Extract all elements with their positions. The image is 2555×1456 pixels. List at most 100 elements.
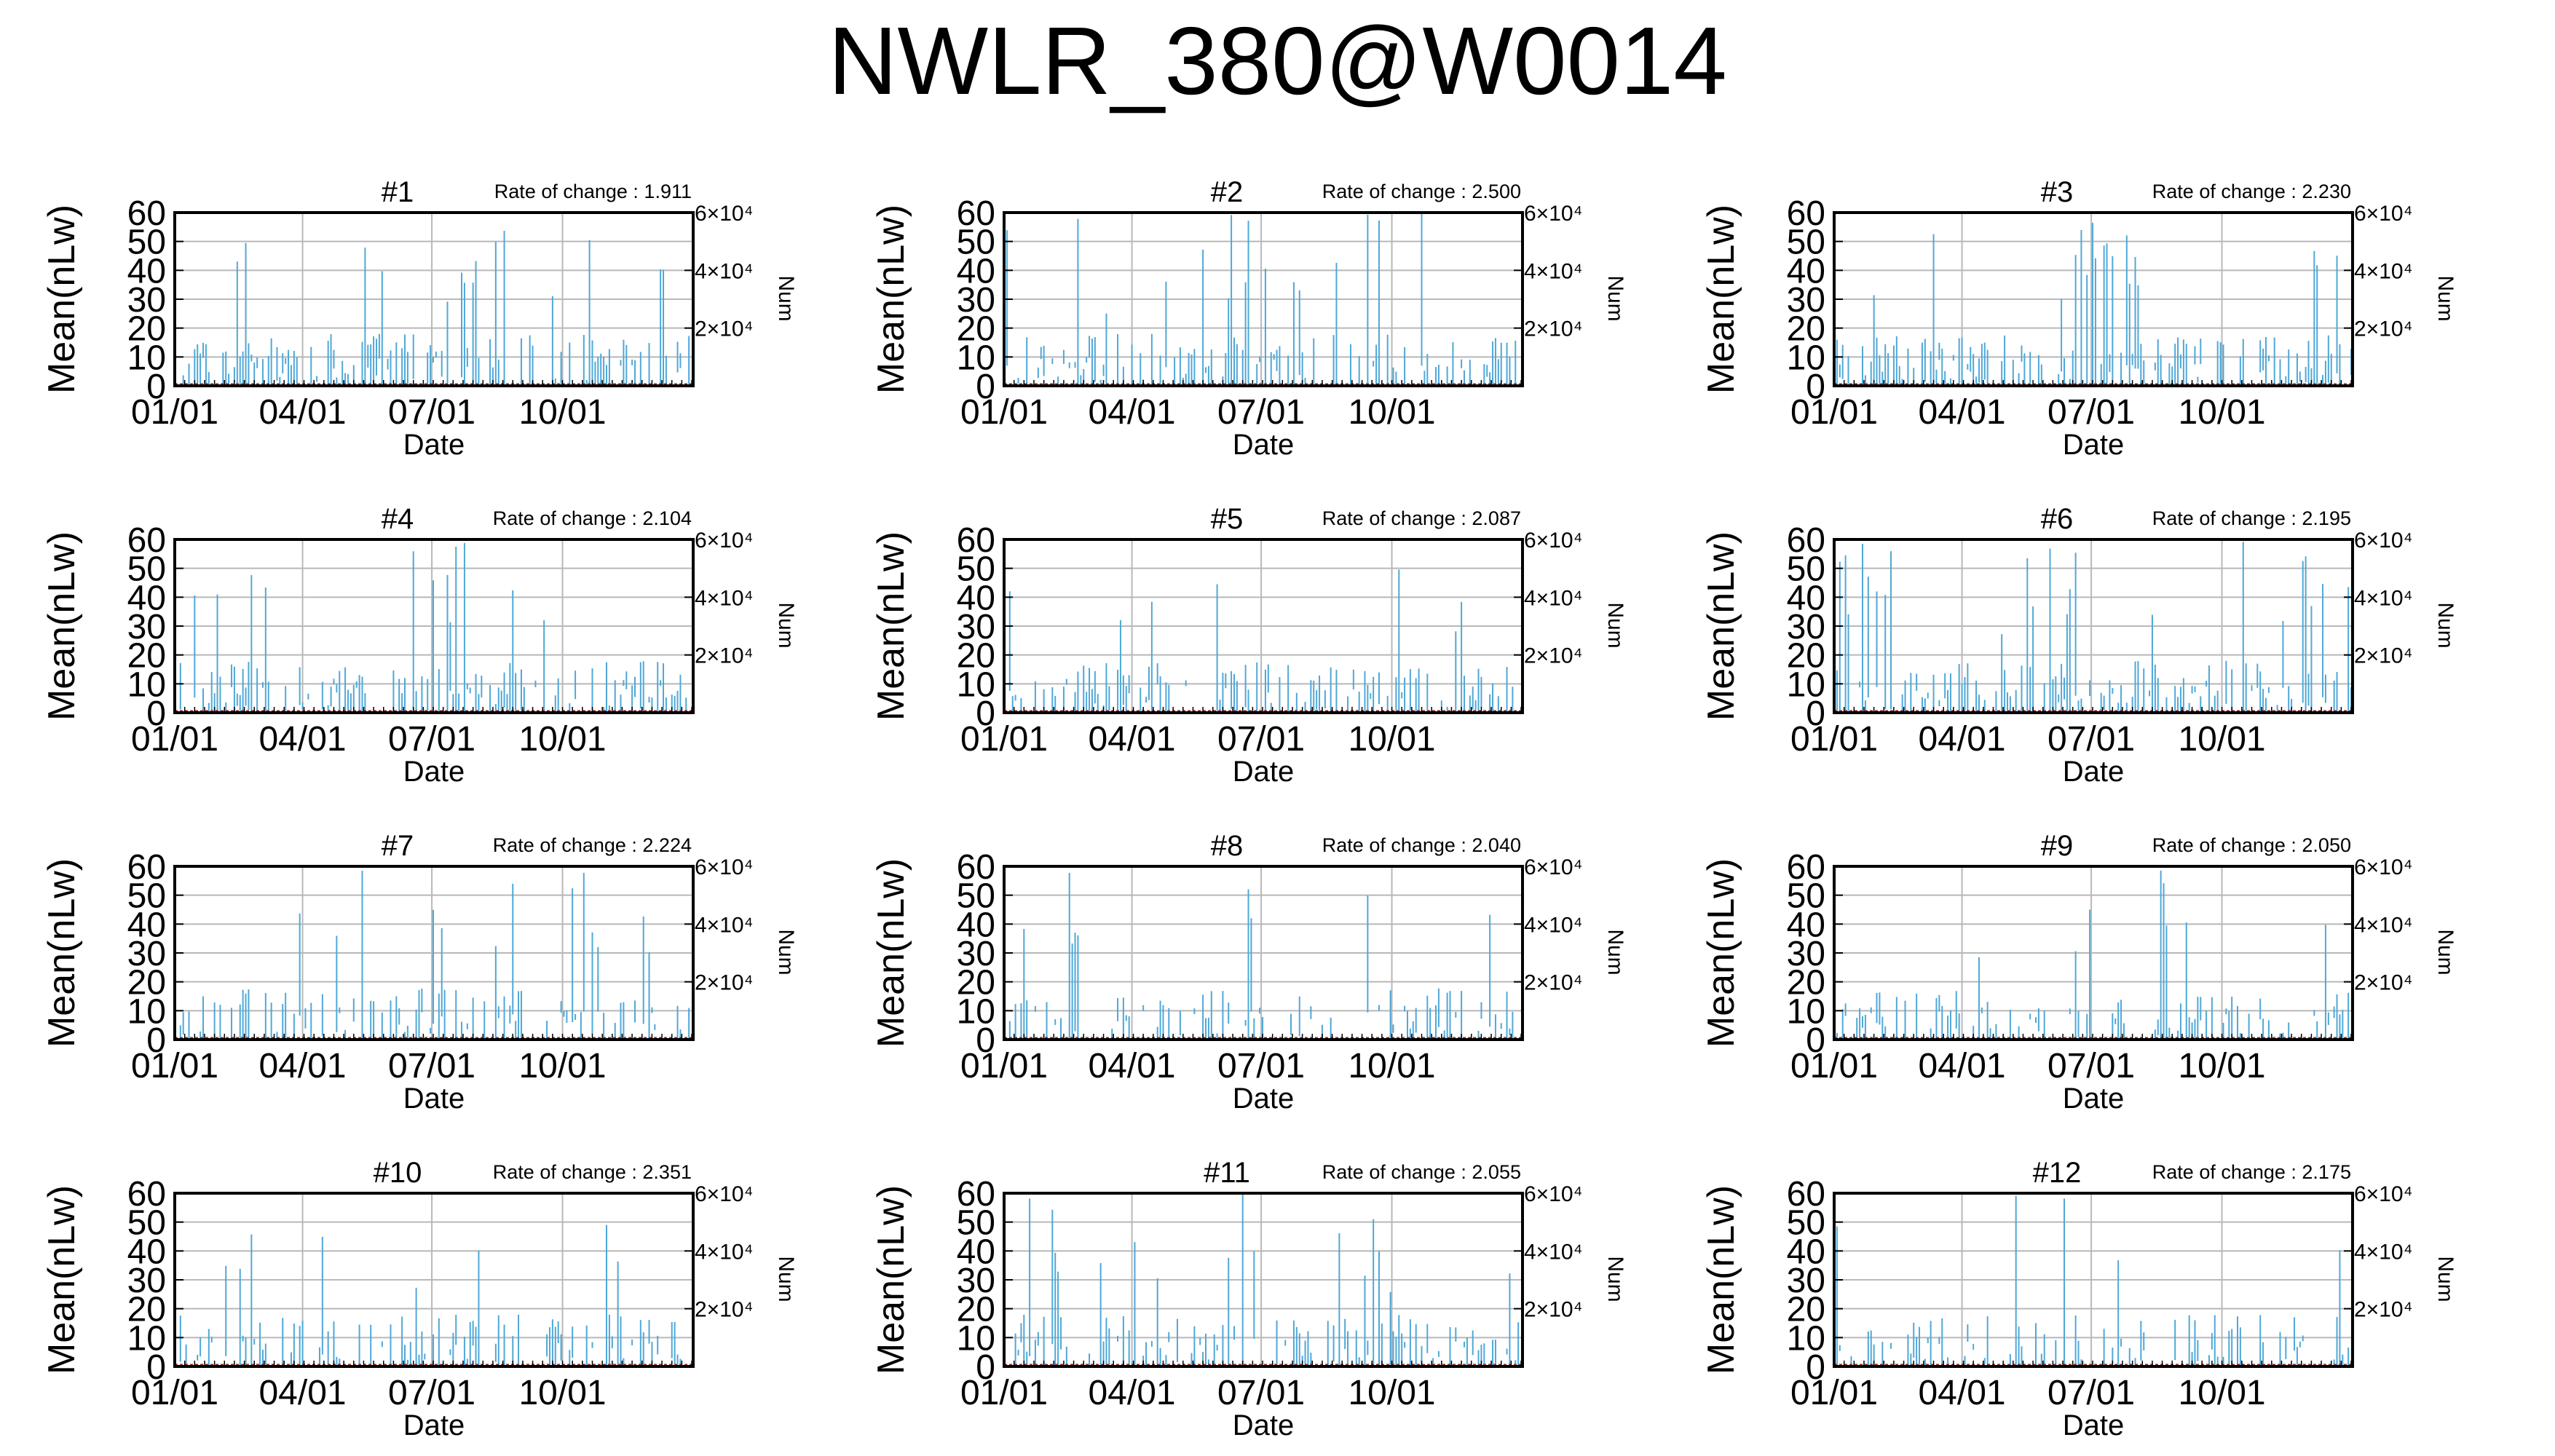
x-tick-label: 04/01 xyxy=(1918,1374,2005,1412)
panel-title: #7 xyxy=(382,830,414,862)
rate-of-change-label: Rate of change : 2.351 xyxy=(493,1161,692,1183)
y-tick-label: 10 xyxy=(1787,1319,1825,1358)
y-tick-label: 20 xyxy=(957,964,995,1002)
y-axis-label: Mean(nLw) xyxy=(41,531,83,721)
x-tick-label: 04/01 xyxy=(1088,1374,1175,1412)
y-tick-label: 0 xyxy=(1806,368,1825,406)
y-axis-label: Mean(nLw) xyxy=(870,205,912,394)
bar-series xyxy=(1003,213,1517,386)
page-title: NWLR_380@W0014 xyxy=(828,7,1727,114)
y-tick-label: 50 xyxy=(1787,877,1825,916)
bar-series xyxy=(174,870,690,1040)
y-axis-label: Mean(nLw) xyxy=(1700,531,1742,721)
y-tick-label: 10 xyxy=(957,339,995,377)
x-tick-label: 10/01 xyxy=(518,393,606,432)
y2-axis-label: Num xyxy=(774,275,798,321)
x-tick-label: 04/01 xyxy=(258,720,346,759)
y-axis-label: Mean(nLw) xyxy=(870,858,912,1048)
x-tick-label: 04/01 xyxy=(1088,720,1175,759)
x-tick-label: 07/01 xyxy=(2047,1047,2135,1085)
y-tick-label: 60 xyxy=(1787,521,1825,560)
y-tick-label: 20 xyxy=(127,310,166,349)
y-tick-label: 30 xyxy=(127,281,166,320)
y2-tick-label: 4×10⁴ xyxy=(2354,913,2412,937)
rate-of-change-label: Rate of change : 2.087 xyxy=(1322,507,1521,529)
x-tick-label: 10/01 xyxy=(2178,393,2265,432)
x-tick-label: 01/01 xyxy=(1790,1374,1878,1412)
y2-tick-label: 4×10⁴ xyxy=(1524,259,1582,283)
y2-tick-label: 6×10⁴ xyxy=(695,1182,753,1206)
y-tick-label: 30 xyxy=(957,935,995,973)
y-tick-label: 0 xyxy=(1806,1348,1825,1387)
y-tick-label: 40 xyxy=(1787,252,1825,290)
y-tick-label: 30 xyxy=(127,935,166,973)
rate-of-change-label: Rate of change : 2.500 xyxy=(1322,181,1521,202)
x-tick-label: 07/01 xyxy=(1217,393,1305,432)
y2-tick-label: 2×10⁴ xyxy=(1524,317,1582,341)
y-tick-label: 50 xyxy=(127,550,166,589)
y2-tick-label: 6×10⁴ xyxy=(2354,1182,2412,1206)
panel-title: #8 xyxy=(1211,830,1244,862)
y-tick-label: 0 xyxy=(976,1348,995,1387)
rate-of-change-label: Rate of change : 2.175 xyxy=(2152,1161,2351,1183)
y2-axis-label: Num xyxy=(1603,275,1627,321)
y2-tick-label: 2×10⁴ xyxy=(2354,317,2412,341)
x-tick-label: 01/01 xyxy=(960,1374,1048,1412)
x-tick-label: 01/01 xyxy=(131,393,218,432)
y2-tick-label: 6×10⁴ xyxy=(1524,855,1582,879)
bar-series xyxy=(1833,542,2353,713)
x-tick-label: 07/01 xyxy=(2047,1374,2135,1412)
x-tick-label: 01/01 xyxy=(960,393,1048,432)
y2-tick-label: 6×10⁴ xyxy=(2354,529,2412,553)
x-tick-label: 10/01 xyxy=(1348,393,1435,432)
x-axis-label: Date xyxy=(403,1083,465,1115)
x-tick-label: 07/01 xyxy=(388,393,475,432)
y-tick-label: 20 xyxy=(1787,964,1825,1002)
y-tick-label: 40 xyxy=(957,252,995,290)
x-tick-label: 04/01 xyxy=(1088,393,1175,432)
y-tick-label: 40 xyxy=(1787,579,1825,617)
rate-of-change-label: Rate of change : 2.050 xyxy=(2152,834,2351,856)
y-tick-label: 50 xyxy=(957,877,995,916)
y-tick-label: 10 xyxy=(1787,992,1825,1031)
y2-tick-label: 4×10⁴ xyxy=(695,586,753,610)
y-tick-label: 40 xyxy=(127,252,166,290)
y-tick-label: 0 xyxy=(146,368,166,406)
y2-tick-label: 2×10⁴ xyxy=(695,644,753,668)
y-tick-label: 20 xyxy=(957,637,995,676)
y-tick-label: 0 xyxy=(146,1021,166,1060)
y-tick-label: 0 xyxy=(1806,1021,1825,1060)
y-tick-label: 10 xyxy=(127,992,166,1031)
y-tick-label: 60 xyxy=(957,194,995,233)
y-tick-label: 60 xyxy=(1787,848,1825,887)
y2-tick-label: 2×10⁴ xyxy=(695,1298,753,1322)
y-tick-label: 50 xyxy=(1787,1204,1825,1243)
y2-axis-label: Num xyxy=(774,1256,798,1302)
x-tick-label: 10/01 xyxy=(2178,1374,2265,1412)
y2-tick-label: 4×10⁴ xyxy=(1524,1240,1582,1264)
y-axis-label: Mean(nLw) xyxy=(41,205,83,394)
panel-title: #3 xyxy=(2041,176,2074,208)
y2-tick-label: 4×10⁴ xyxy=(2354,259,2412,283)
y2-tick-label: 4×10⁴ xyxy=(2354,1240,2412,1264)
x-axis-label: Date xyxy=(1233,1409,1295,1441)
x-axis-label: Date xyxy=(403,429,465,461)
y-tick-label: 40 xyxy=(127,579,166,617)
x-tick-label: 10/01 xyxy=(2178,1047,2265,1085)
x-tick-label: 10/01 xyxy=(1348,1047,1435,1085)
y-axis-label: Mean(nLw) xyxy=(1700,205,1742,394)
y2-axis-label: Num xyxy=(2433,929,2457,975)
y-tick-label: 10 xyxy=(957,1319,995,1358)
y-tick-label: 0 xyxy=(146,695,166,733)
y-tick-label: 30 xyxy=(1787,608,1825,646)
x-axis-label: Date xyxy=(2063,429,2125,461)
y-tick-label: 0 xyxy=(976,368,995,406)
